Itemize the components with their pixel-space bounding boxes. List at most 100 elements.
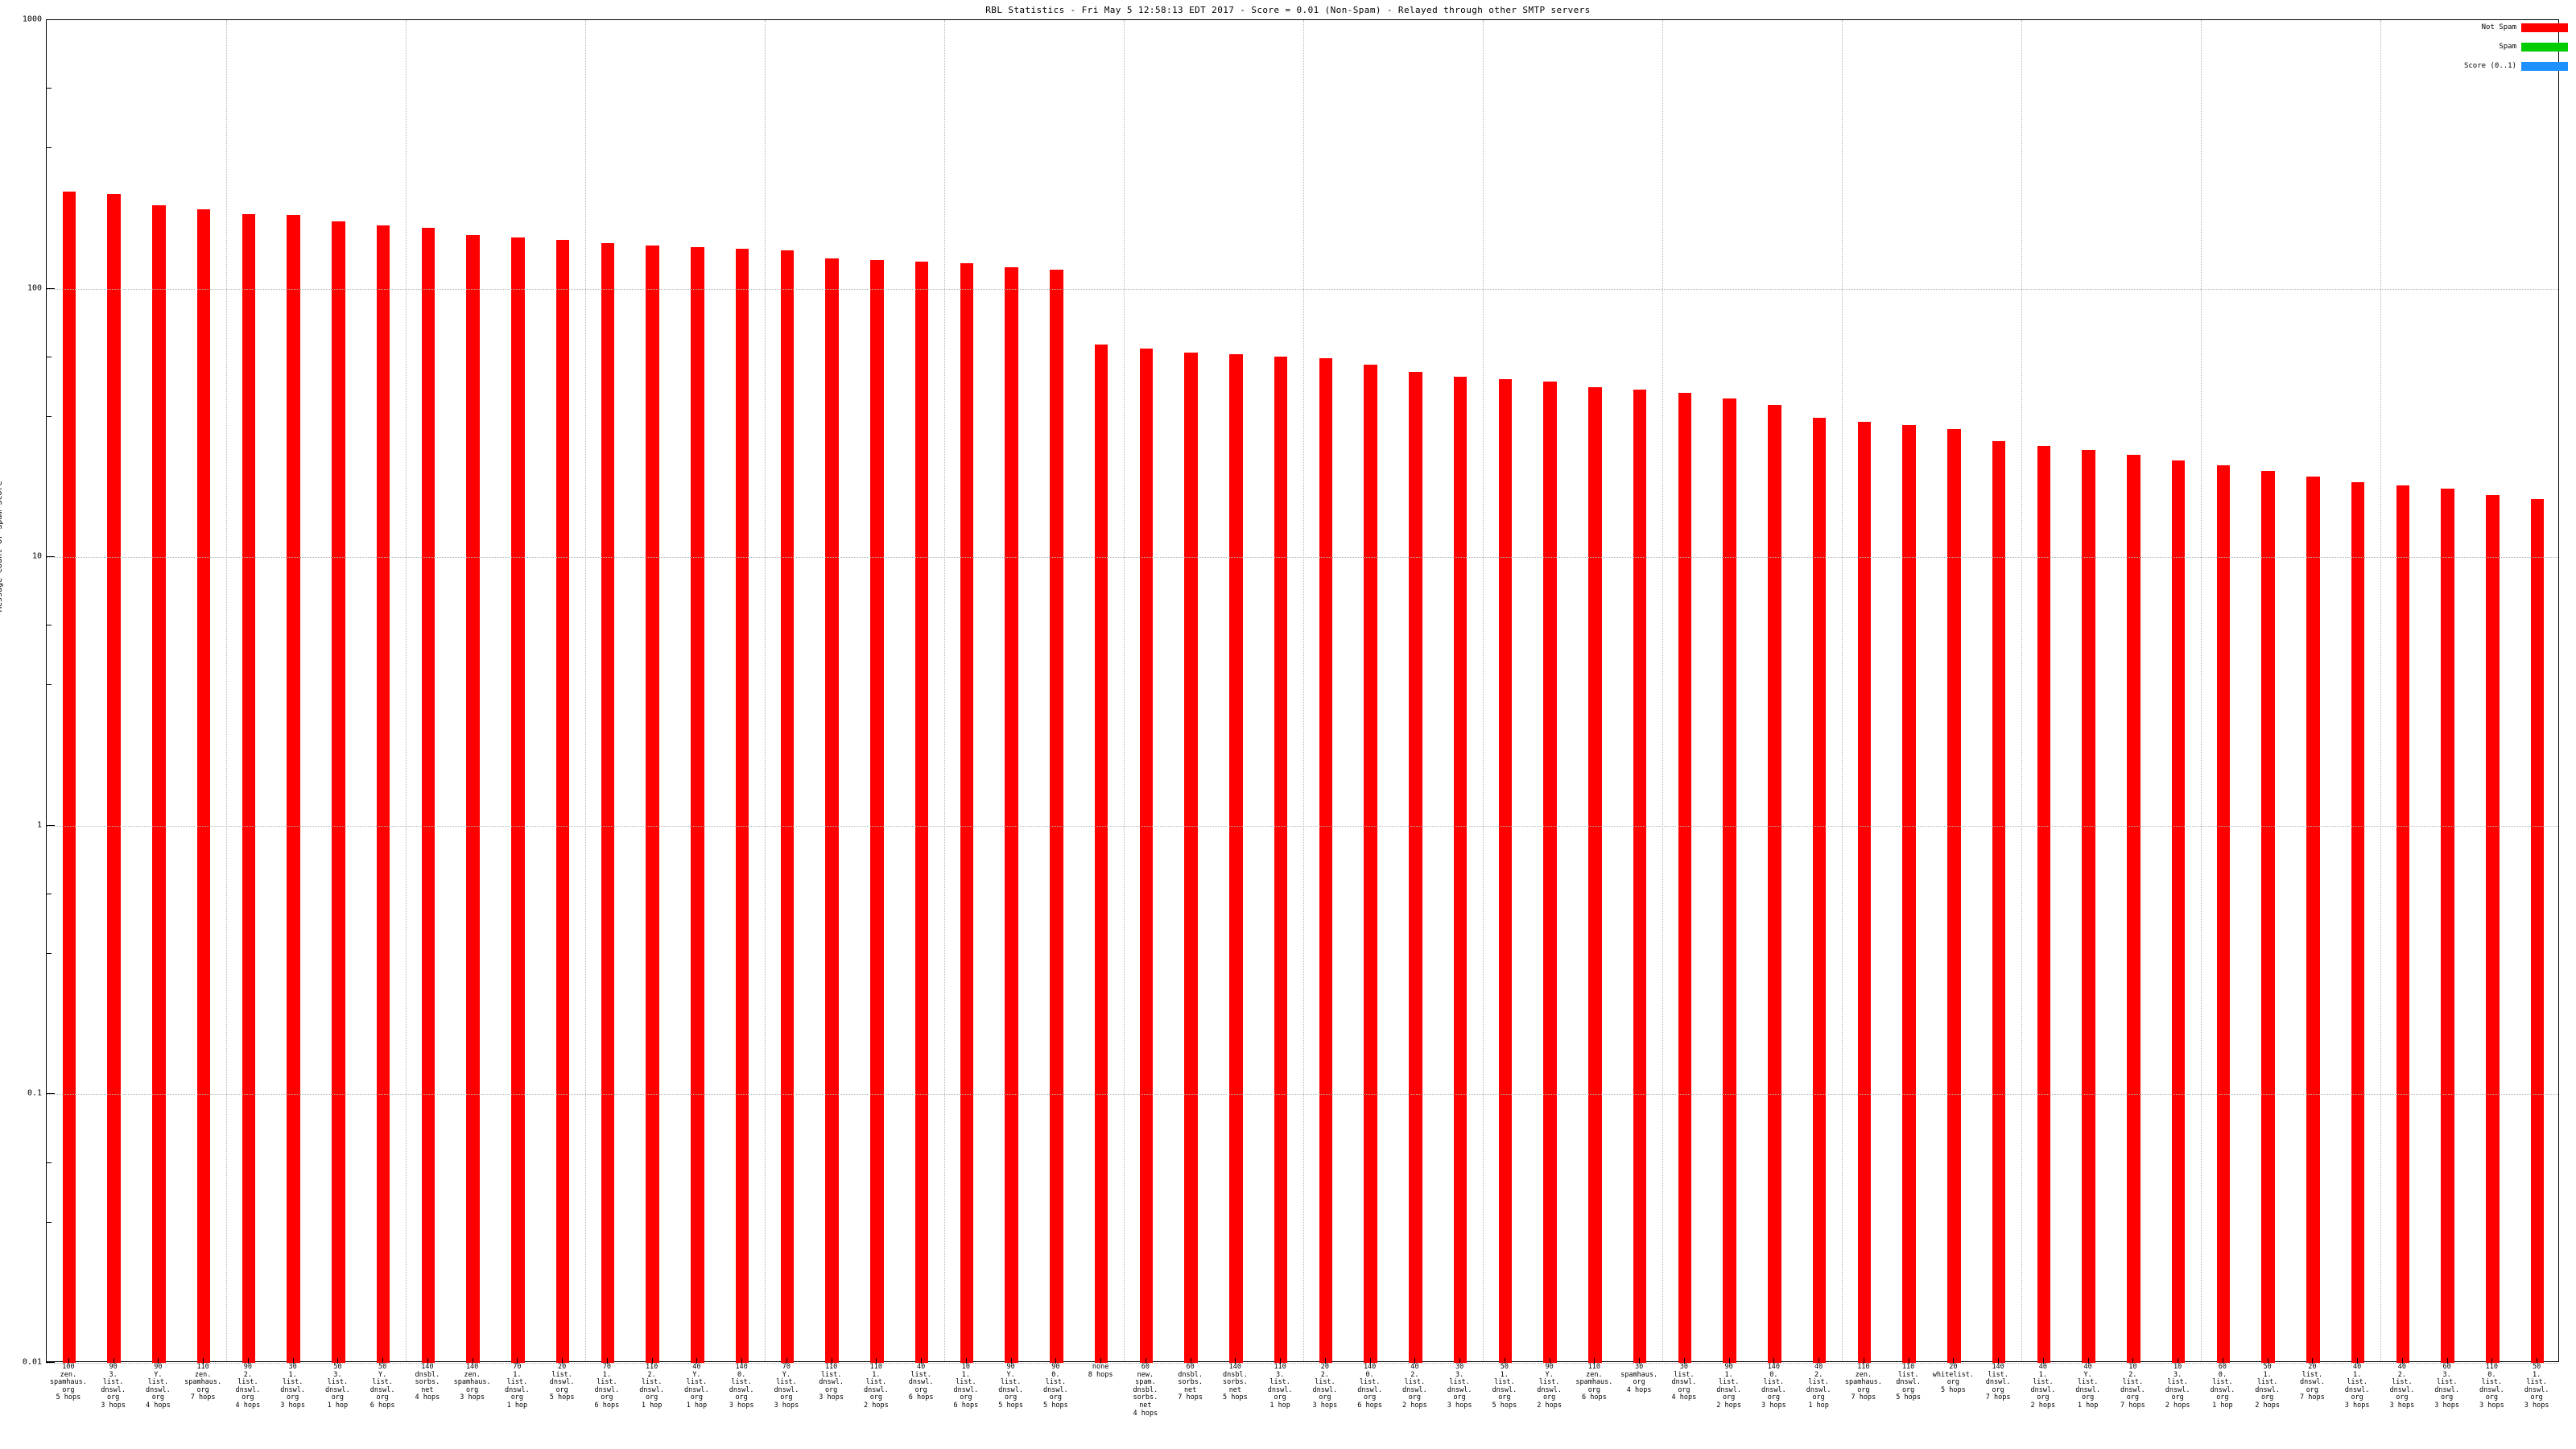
x-axis-tick bbox=[921, 1358, 923, 1364]
x-axis-tick-label: 30 3. list. dnswl. org 3 hops bbox=[1447, 1363, 1472, 1410]
y-axis-tick-label: 0.01 bbox=[22, 1357, 42, 1367]
y-axis-minor-tick bbox=[46, 1162, 52, 1163]
y-axis-minor-tick bbox=[46, 684, 52, 686]
bar bbox=[1902, 425, 1916, 1363]
x-axis-tick bbox=[2401, 1358, 2403, 1364]
x-axis-tick bbox=[1728, 1358, 1730, 1364]
gridline-vertical bbox=[944, 20, 945, 1361]
bar bbox=[107, 194, 121, 1363]
x-axis-tick-label: 140 dnsbl. sorbs. net 5 hops bbox=[1223, 1363, 1248, 1402]
x-axis-tick-label: 140 0. list. dnswl. org 3 hops bbox=[729, 1363, 754, 1410]
bar bbox=[735, 248, 749, 1363]
x-axis-tick bbox=[382, 1358, 384, 1364]
x-axis-tick-label: 110 0. list. dnswl. org 3 hops bbox=[2479, 1363, 2504, 1410]
legend-swatch bbox=[2521, 42, 2568, 52]
x-axis-tick-label: 20 2. list. dnswl. org 3 hops bbox=[1312, 1363, 1338, 1410]
x-axis-tick-label: 70 1. list. dnswl. org 6 hops bbox=[594, 1363, 620, 1410]
x-axis-tick-label: 140 0. list. dnswl. org 3 hops bbox=[1761, 1363, 1786, 1410]
legend-swatch bbox=[2521, 23, 2568, 32]
bar bbox=[1588, 386, 1602, 1363]
gridline-vertical bbox=[2021, 20, 2022, 1361]
bar bbox=[196, 208, 211, 1363]
bar bbox=[2530, 498, 2545, 1363]
x-axis-tick bbox=[876, 1358, 877, 1364]
bar bbox=[376, 225, 390, 1363]
legend-label: Spam bbox=[2499, 43, 2516, 51]
x-axis-tick bbox=[2042, 1358, 2044, 1364]
y-axis-minor-tick bbox=[46, 952, 52, 954]
bar bbox=[2261, 470, 2275, 1363]
x-axis-tick bbox=[741, 1358, 743, 1364]
gridline-vertical bbox=[406, 20, 407, 1361]
bar bbox=[780, 250, 795, 1363]
x-axis-tick bbox=[2132, 1358, 2134, 1364]
bar bbox=[870, 259, 884, 1363]
x-axis-tick bbox=[1324, 1358, 1326, 1364]
x-axis-tick-label: 10 3. list. dnswl. org 2 hops bbox=[2165, 1363, 2190, 1410]
y-axis-tick-label: 1000 bbox=[22, 14, 42, 24]
x-axis-tick bbox=[651, 1358, 653, 1364]
gridline-vertical bbox=[585, 20, 586, 1361]
gridline-horizontal bbox=[47, 557, 2558, 559]
x-axis-tick-label: 90 0. list. dnswl. org 5 hops bbox=[1043, 1363, 1068, 1410]
y-axis-tick-label: 10 bbox=[31, 551, 42, 561]
x-axis-tick-label: 90 Y. list. dnswl. org 5 hops bbox=[998, 1363, 1023, 1410]
bar bbox=[2351, 482, 2365, 1363]
bar bbox=[1005, 267, 1018, 1363]
bar bbox=[646, 245, 659, 1363]
x-axis-tick-label: 60 0. list. dnswl. org 1 hop bbox=[2210, 1363, 2235, 1410]
y-axis-minor-tick bbox=[46, 1221, 52, 1223]
x-axis-tick-label: 50 Y. list. dnswl. org 6 hops bbox=[369, 1363, 395, 1410]
plot-area bbox=[46, 19, 2559, 1364]
x-axis-tick-label: 50 1. list. dnswl. org 5 hops bbox=[1492, 1363, 1517, 1410]
x-axis-tick bbox=[292, 1358, 294, 1364]
x-axis-tick-label: 110 list. dnswl. org 3 hops bbox=[819, 1363, 844, 1402]
gridline-vertical bbox=[2380, 20, 2381, 1361]
x-axis-tick-label: 20 list. dnswl. org 5 hops bbox=[549, 1363, 575, 1402]
y-axis-tick-label: 1 bbox=[36, 820, 42, 830]
bar bbox=[691, 246, 704, 1363]
bar bbox=[1678, 392, 1692, 1363]
x-axis-tick bbox=[1459, 1358, 1461, 1364]
x-axis-tick-label: 110 list. dnswl. org 5 hops bbox=[1896, 1363, 1921, 1402]
y-axis-tick bbox=[46, 556, 55, 558]
bar bbox=[287, 215, 300, 1363]
bar bbox=[1094, 344, 1108, 1363]
gridline-vertical bbox=[2201, 20, 2202, 1361]
x-axis-tick-label: 30 1. list. dnswl. org 3 hops bbox=[280, 1363, 305, 1410]
x-axis-tick-label: 40 1. list. dnswl. org 2 hops bbox=[2030, 1363, 2056, 1410]
bar-series bbox=[47, 20, 2558, 1363]
x-axis-tick-label: 110 zen. spamhaus. org 7 hops bbox=[1844, 1363, 1882, 1402]
x-axis-tick-label: 60 new. spam. dnsbl. sorbs. net 4 hops bbox=[1133, 1363, 1158, 1418]
x-axis-tick-label: 30 spamhaus. org 4 hops bbox=[1620, 1363, 1658, 1394]
x-axis-tick-label: 40 list. dnswl. org 6 hops bbox=[908, 1363, 934, 1402]
bar bbox=[2441, 489, 2454, 1363]
bar bbox=[1453, 376, 1468, 1363]
x-axis-tick bbox=[1953, 1358, 1955, 1364]
x-axis-tick-label: 110 2. list. dnswl. org 1 hop bbox=[639, 1363, 664, 1410]
bar bbox=[1812, 418, 1827, 1363]
legend-item: Spam bbox=[2367, 37, 2568, 56]
x-axis-tick-label: 20 list. dnswl. org 7 hops bbox=[2300, 1363, 2325, 1402]
bar bbox=[332, 221, 345, 1363]
x-axis-tick-label: 110 1. list. dnswl. org 2 hops bbox=[864, 1363, 889, 1410]
x-axis-tick bbox=[1055, 1358, 1057, 1364]
x-axis-tick bbox=[2446, 1358, 2448, 1364]
x-axis-tick bbox=[786, 1358, 787, 1364]
bar bbox=[2486, 495, 2500, 1363]
x-axis-tick-label: 90 3. list. dnswl. org 3 hops bbox=[101, 1363, 126, 1410]
x-axis-tick-label: none 8 hops bbox=[1088, 1363, 1113, 1379]
bar bbox=[1633, 390, 1647, 1363]
x-axis-tick-label: 60 dnsbl. sorbs. net 7 hops bbox=[1178, 1363, 1203, 1402]
x-axis-tick bbox=[562, 1358, 564, 1364]
bar bbox=[1947, 429, 1961, 1363]
x-axis-tick bbox=[1010, 1358, 1012, 1364]
bar bbox=[1319, 358, 1333, 1363]
x-axis-tick-label: 40 1. list. dnswl. org 3 hops bbox=[2344, 1363, 2370, 1410]
bar bbox=[1274, 356, 1288, 1363]
gridline-vertical bbox=[226, 20, 227, 1361]
legend-label: Not Spam bbox=[2481, 23, 2516, 31]
x-axis-tick-label: 50 1. list. dnswl. org 3 hops bbox=[2524, 1363, 2549, 1410]
bar bbox=[152, 204, 166, 1363]
y-axis-tick bbox=[46, 1093, 55, 1095]
